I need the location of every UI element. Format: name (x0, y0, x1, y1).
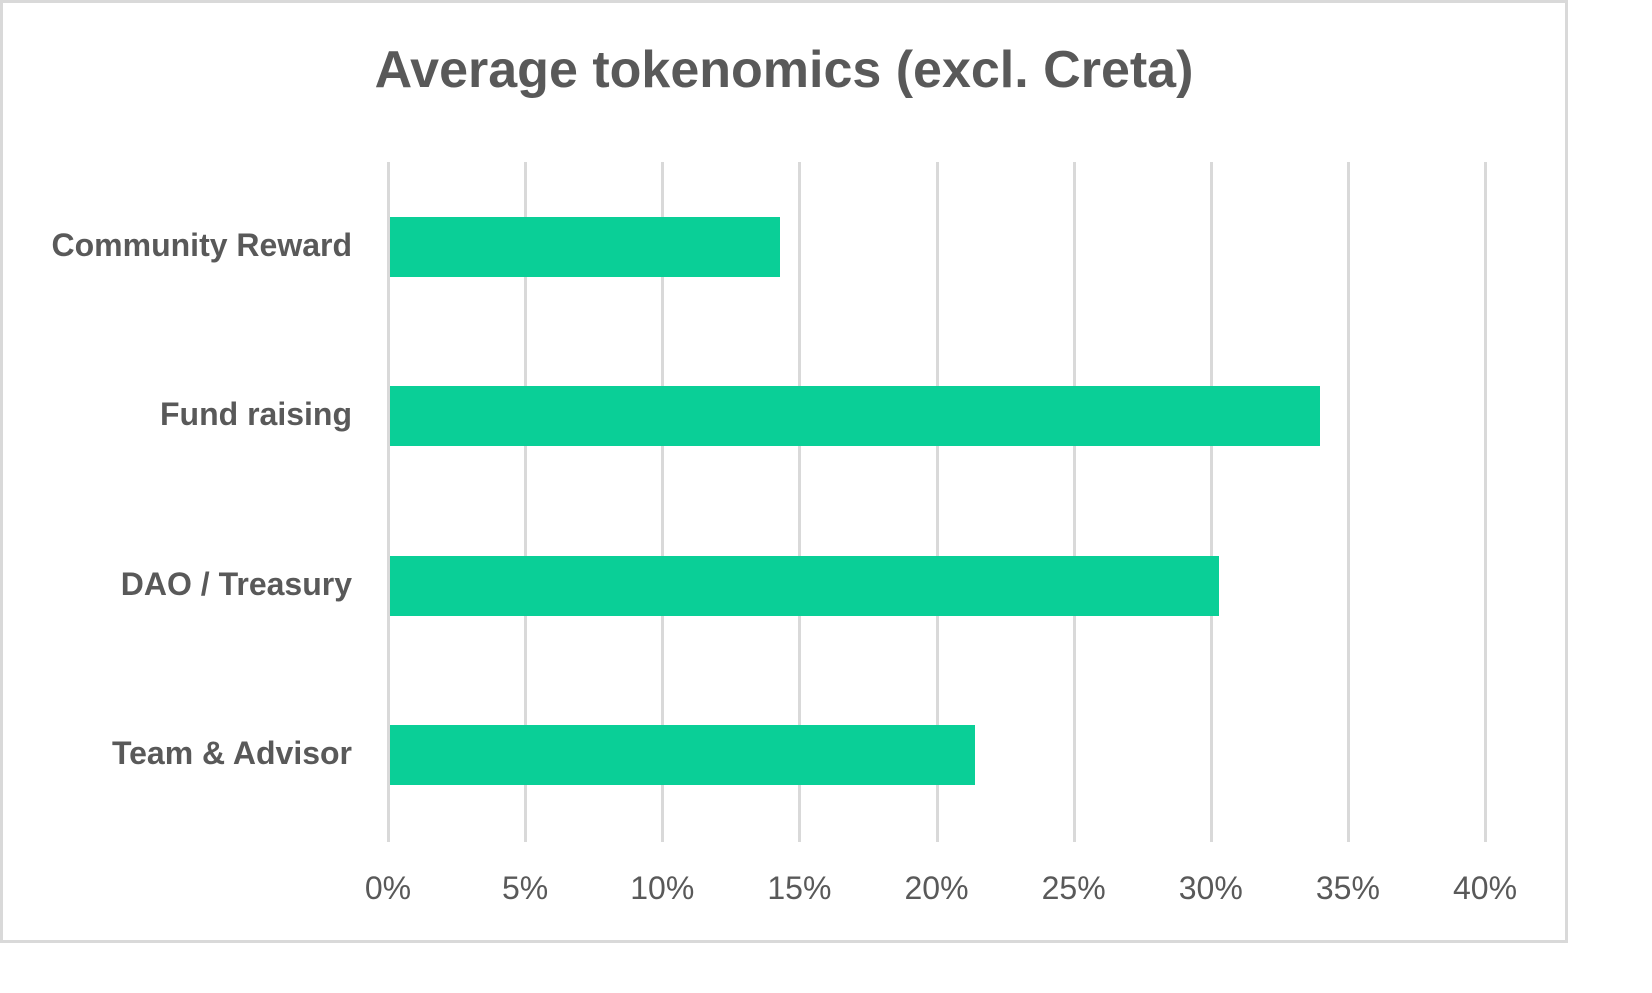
bar (390, 386, 1321, 446)
category-label: Community Reward (51, 227, 352, 263)
x-tick-label: 10% (630, 870, 695, 906)
gridline (1484, 162, 1487, 842)
category-label: DAO / Treasury (120, 566, 352, 602)
plot-area (387, 162, 1487, 842)
x-tick-label: 35% (1315, 870, 1380, 906)
gridline (1209, 162, 1213, 842)
x-tick-label: 5% (502, 870, 549, 906)
x-tick-label: 15% (767, 870, 832, 906)
gridline (1346, 162, 1350, 842)
bar (390, 217, 781, 277)
bar (390, 725, 975, 785)
gridline (1072, 162, 1076, 842)
x-tick-label: 25% (1041, 870, 1106, 906)
gridline (798, 162, 802, 842)
x-tick-label: 0% (364, 870, 412, 906)
chart-frame (0, 0, 1568, 943)
x-tick-label: 40% (1452, 870, 1518, 906)
x-tick-label: 20% (904, 870, 969, 906)
category-label: Team & Advisor (111, 735, 352, 771)
gridline (661, 162, 665, 842)
gridline (387, 162, 390, 842)
category-label: Fund raising (160, 396, 352, 432)
gridline (524, 162, 528, 842)
chart-title: Average tokenomics (excl. Creta) (374, 41, 1194, 99)
gridline (935, 162, 939, 842)
bar (390, 556, 1219, 616)
x-tick-label: 30% (1178, 870, 1243, 906)
